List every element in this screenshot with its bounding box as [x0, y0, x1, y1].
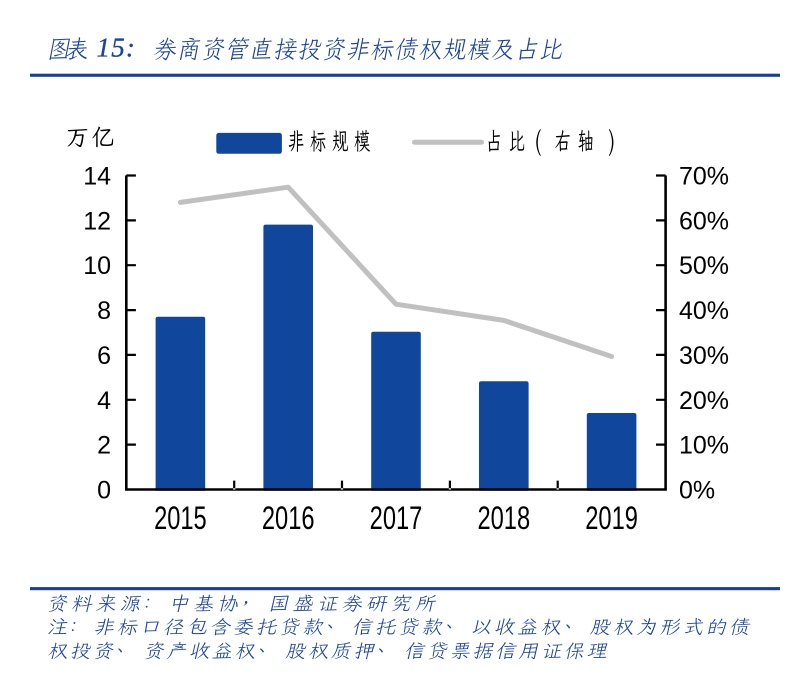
svg-text:10: 10 [83, 252, 111, 280]
svg-text:2016: 2016 [262, 501, 315, 536]
svg-text:12: 12 [83, 207, 111, 235]
svg-text:60%: 60% [679, 207, 729, 235]
svg-text:2019: 2019 [585, 501, 638, 536]
svg-text:15:: 15: [97, 33, 137, 63]
svg-text:40%: 40% [679, 297, 729, 325]
svg-text:2015: 2015 [154, 501, 207, 536]
svg-text:2017: 2017 [370, 501, 423, 536]
svg-text:0: 0 [97, 477, 111, 505]
svg-text:10%: 10% [679, 432, 729, 460]
svg-text:8: 8 [97, 297, 111, 325]
svg-text:2: 2 [97, 432, 111, 460]
svg-text:14: 14 [83, 163, 111, 191]
svg-text:20%: 20% [679, 387, 729, 415]
svg-text:70%: 70% [679, 163, 729, 191]
svg-text:4: 4 [97, 387, 111, 415]
svg-text:30%: 30% [679, 342, 729, 370]
svg-text:0%: 0% [679, 477, 715, 505]
svg-text:2018: 2018 [477, 501, 530, 536]
svg-text:6: 6 [97, 342, 111, 370]
svg-text:50%: 50% [679, 252, 729, 280]
